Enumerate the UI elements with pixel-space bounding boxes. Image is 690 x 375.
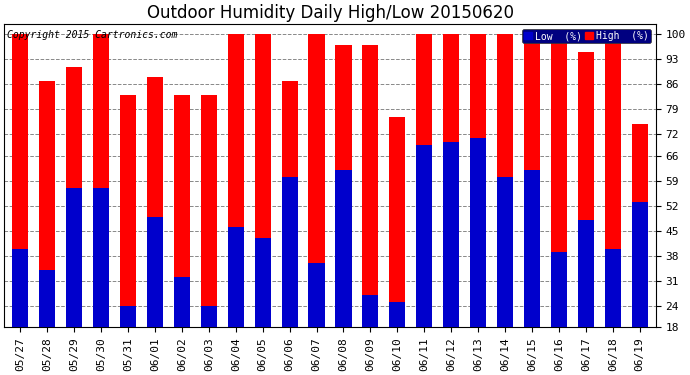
Bar xyxy=(93,34,109,327)
Bar xyxy=(201,306,217,327)
Bar xyxy=(308,34,324,327)
Bar xyxy=(443,34,460,327)
Bar xyxy=(39,81,55,327)
Bar xyxy=(604,34,621,327)
Bar xyxy=(524,34,540,327)
Bar xyxy=(255,34,270,327)
Bar xyxy=(201,95,217,327)
Title: Outdoor Humidity Daily High/Low 20150620: Outdoor Humidity Daily High/Low 20150620 xyxy=(146,4,513,22)
Bar xyxy=(120,306,136,327)
Bar xyxy=(93,188,109,327)
Bar xyxy=(604,249,621,327)
Bar xyxy=(416,34,433,327)
Bar xyxy=(497,34,513,327)
Bar xyxy=(147,217,163,327)
Bar xyxy=(147,77,163,327)
Bar xyxy=(308,263,324,327)
Bar xyxy=(39,270,55,327)
Bar xyxy=(12,249,28,327)
Bar xyxy=(228,34,244,327)
Bar xyxy=(362,45,379,327)
Bar xyxy=(416,145,433,327)
Bar xyxy=(362,295,379,327)
Bar xyxy=(66,67,82,327)
Bar xyxy=(389,302,406,327)
Bar xyxy=(66,188,82,327)
Text: Copyright 2015 Cartronics.com: Copyright 2015 Cartronics.com xyxy=(8,30,178,40)
Bar xyxy=(470,138,486,327)
Bar xyxy=(443,142,460,327)
Bar xyxy=(470,34,486,327)
Bar xyxy=(282,81,297,327)
Bar xyxy=(524,170,540,327)
Bar xyxy=(228,227,244,327)
Bar xyxy=(282,177,297,327)
Bar xyxy=(174,278,190,327)
Bar xyxy=(578,52,594,327)
Legend: Low  (%), High  (%): Low (%), High (%) xyxy=(522,28,651,44)
Bar xyxy=(389,117,406,327)
Bar xyxy=(255,238,270,327)
Bar xyxy=(578,220,594,327)
Bar xyxy=(335,45,352,327)
Bar xyxy=(551,252,567,327)
Bar xyxy=(631,202,648,327)
Bar xyxy=(335,170,352,327)
Bar xyxy=(551,34,567,327)
Bar xyxy=(120,95,136,327)
Bar xyxy=(12,34,28,327)
Bar xyxy=(497,177,513,327)
Bar xyxy=(174,95,190,327)
Bar xyxy=(631,124,648,327)
